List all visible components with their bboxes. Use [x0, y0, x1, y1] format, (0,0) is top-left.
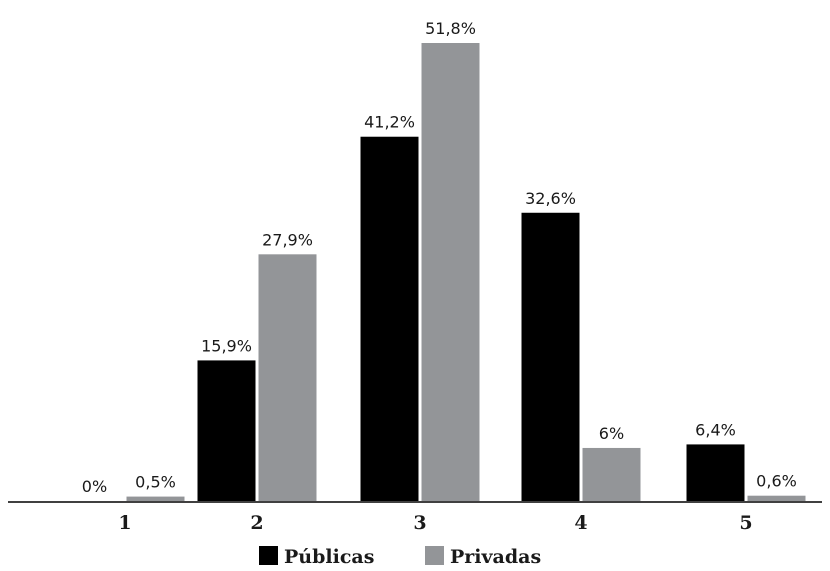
bar-publicas-5 — [686, 444, 745, 501]
category-label-5: 5 — [739, 512, 752, 534]
legend-item-publicas: Públicas — [259, 546, 374, 568]
data-label-publicas-5: 6,4% — [695, 420, 736, 439]
category-label-3: 3 — [413, 512, 426, 534]
bar-privadas-3 — [421, 43, 480, 501]
category-labels: 1 2 3 4 5 — [118, 512, 752, 534]
data-label-privadas-2: 27,9% — [262, 230, 313, 249]
data-label-privadas-4: 6% — [599, 424, 624, 443]
bar-privadas-4 — [582, 447, 641, 501]
bar-privadas-2 — [258, 254, 317, 501]
data-label-publicas-1: 0% — [82, 477, 107, 496]
legend-swatch-privadas — [425, 546, 444, 565]
bar-privadas-5 — [747, 495, 806, 501]
bar-publicas-4 — [521, 212, 580, 501]
data-label-publicas-4: 32,6% — [525, 189, 576, 208]
legend-label-publicas: Públicas — [284, 546, 374, 567]
bar-publicas-3 — [360, 136, 419, 502]
data-label-privadas-1: 0,5% — [135, 473, 176, 492]
category-label-2: 2 — [250, 512, 263, 534]
bars — [126, 43, 806, 502]
legend-label-privadas: Privadas — [450, 546, 541, 567]
category-label-1: 1 — [118, 512, 131, 534]
data-labels: 0% 0,5% 15,9% 27,9% 41,2% 51,8% 32,6% 6% 6,4% 0,6… — [82, 19, 797, 496]
data-label-privadas-5: 0,6% — [756, 472, 797, 491]
category-label-4: 4 — [574, 512, 587, 534]
legend-swatch-publicas — [259, 546, 278, 565]
data-label-publicas-2: 15,9% — [201, 336, 252, 355]
data-label-publicas-3: 41,2% — [364, 113, 415, 132]
legend: Públicas Privadas — [259, 546, 541, 568]
bar-publicas-2 — [197, 360, 256, 501]
legend-item-privadas: Privadas — [425, 546, 541, 568]
data-label-privadas-3: 51,8% — [425, 19, 476, 38]
bar-privadas-1 — [126, 496, 185, 501]
